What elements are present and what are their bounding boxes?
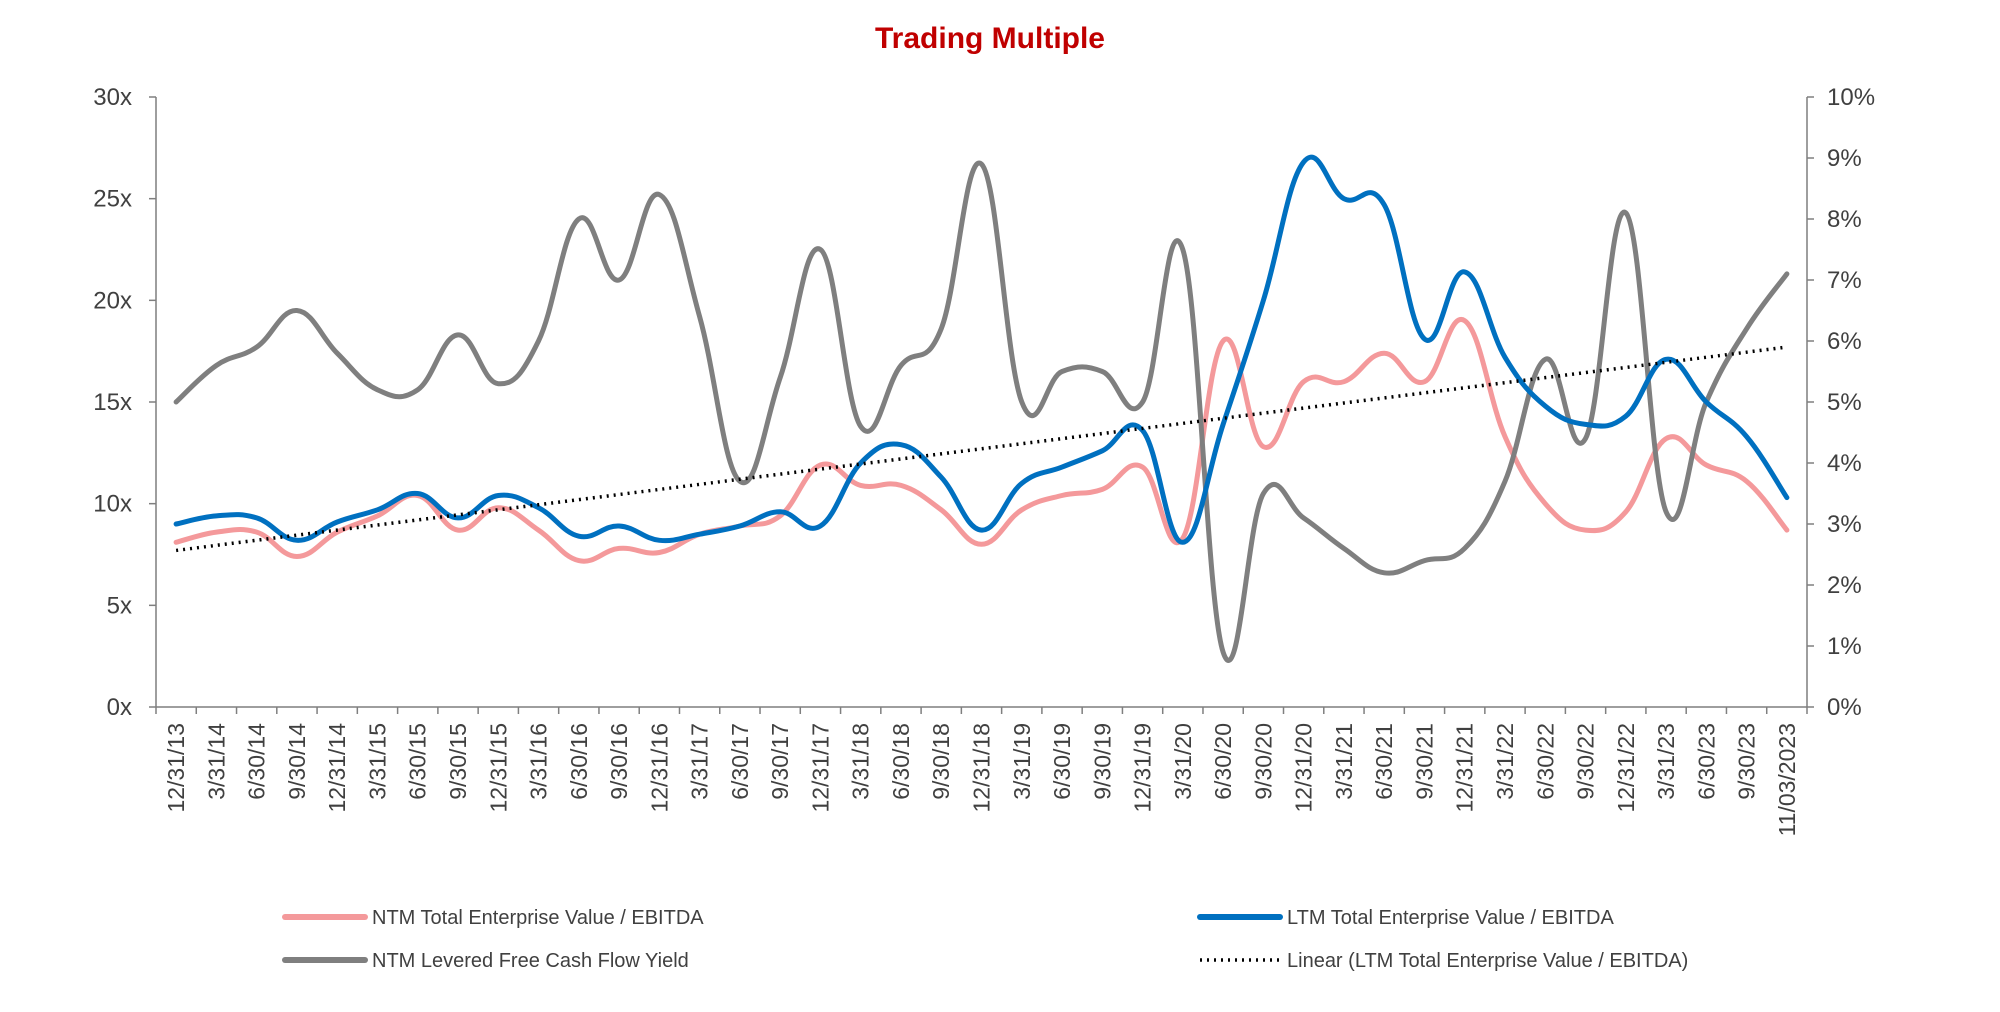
x-tick-label: 6/30/22 [1532, 723, 1558, 800]
x-tick-label: 6/30/16 [566, 723, 592, 800]
x-tick-label: 9/30/21 [1411, 723, 1437, 800]
chart-title: Trading Multiple [875, 22, 1105, 55]
x-tick-label: 3/31/14 [203, 723, 229, 800]
x-tick-label: 6/30/15 [405, 723, 431, 800]
x-tick-label: 3/31/18 [848, 723, 874, 800]
x-tick-label: 3/31/22 [1492, 723, 1518, 800]
y-left-tick-label: 25x [93, 186, 132, 213]
x-tick-label: 12/31/21 [1452, 723, 1478, 813]
y-right-tick-label: 4% [1827, 450, 1862, 477]
x-tick-label: 12/31/13 [163, 723, 189, 813]
x-tick-label: 12/31/18 [969, 723, 995, 813]
x-tick-label: 3/31/19 [1009, 723, 1035, 800]
x-tick-label: 12/31/15 [485, 723, 511, 813]
y-left-tick-label: 15x [93, 389, 132, 416]
y-right-tick-label: 9% [1827, 145, 1862, 172]
x-tick-label: 9/30/18 [928, 723, 954, 800]
x-tick-label: 9/30/14 [284, 723, 310, 800]
series-line-trend [175, 345, 1788, 553]
x-tick-label: 3/31/20 [1170, 723, 1196, 800]
x-tick-label: 6/30/17 [727, 723, 753, 800]
legend-label: NTM Levered Free Cash Flow Yield [372, 950, 689, 972]
y-right-tick-label: 2% [1827, 572, 1862, 599]
x-tick-label: 9/30/15 [445, 723, 471, 800]
x-tick-label: 3/31/23 [1653, 723, 1679, 800]
legend-label: LTM Total Enterprise Value / EBITDA [1287, 907, 1614, 929]
x-tick-label: 12/31/17 [807, 723, 833, 813]
y-right-tick-label: 3% [1827, 511, 1862, 538]
y-left-tick-label: 20x [93, 287, 132, 314]
y-right-tick-label: 6% [1827, 328, 1862, 355]
x-tick-label: 6/30/19 [1049, 723, 1075, 800]
x-tick-label: 6/30/18 [888, 723, 914, 800]
y-right-tick-label: 5% [1827, 389, 1862, 416]
x-tick-label: 9/30/16 [606, 723, 632, 800]
x-tick-label: 9/30/22 [1573, 723, 1599, 800]
y-right-tick-label: 0% [1827, 694, 1862, 721]
x-tick-label: 6/30/20 [1210, 723, 1236, 800]
y-right-tick-label: 8% [1827, 206, 1862, 233]
y-left-tick-label: 10x [93, 491, 132, 518]
legend-label: NTM Total Enterprise Value / EBITDA [372, 907, 704, 929]
x-tick-label: 9/30/20 [1250, 723, 1276, 800]
x-tick-label: 6/30/23 [1693, 723, 1719, 800]
x-tick-label: 11/03/2023 [1774, 723, 1800, 836]
x-tick-label: 12/31/14 [324, 723, 350, 813]
x-tick-label: 9/30/17 [767, 723, 793, 800]
y-left-tick-label: 0x [107, 694, 132, 721]
series-line-0 [173, 316, 1790, 564]
x-tick-label: 3/31/15 [364, 723, 390, 800]
x-tick-label: 3/31/17 [687, 723, 713, 800]
y-left-tick-label: 5x [107, 592, 132, 619]
series-line-2 [173, 160, 1790, 663]
legend-label: Linear (LTM Total Enterprise Value / EBI… [1287, 950, 1688, 972]
x-tick-label: 12/31/19 [1130, 723, 1156, 813]
y-right-tick-label: 7% [1827, 267, 1862, 294]
y-left-tick-label: 30x [93, 84, 132, 111]
x-tick-label: 3/31/21 [1331, 723, 1357, 800]
x-tick-label: 6/30/14 [244, 723, 270, 800]
x-tick-label: 9/30/23 [1734, 723, 1760, 800]
x-tick-label: 12/31/20 [1291, 723, 1317, 813]
x-tick-label: 12/31/22 [1613, 723, 1639, 813]
y-right-tick-label: 1% [1827, 633, 1862, 660]
x-tick-label: 9/30/19 [1089, 723, 1115, 800]
series-line-1 [173, 154, 1790, 545]
x-tick-label: 12/31/16 [646, 723, 672, 813]
x-tick-label: 3/31/16 [526, 723, 552, 800]
y-right-tick-label: 10% [1827, 84, 1875, 111]
x-tick-label: 6/30/21 [1371, 723, 1397, 800]
